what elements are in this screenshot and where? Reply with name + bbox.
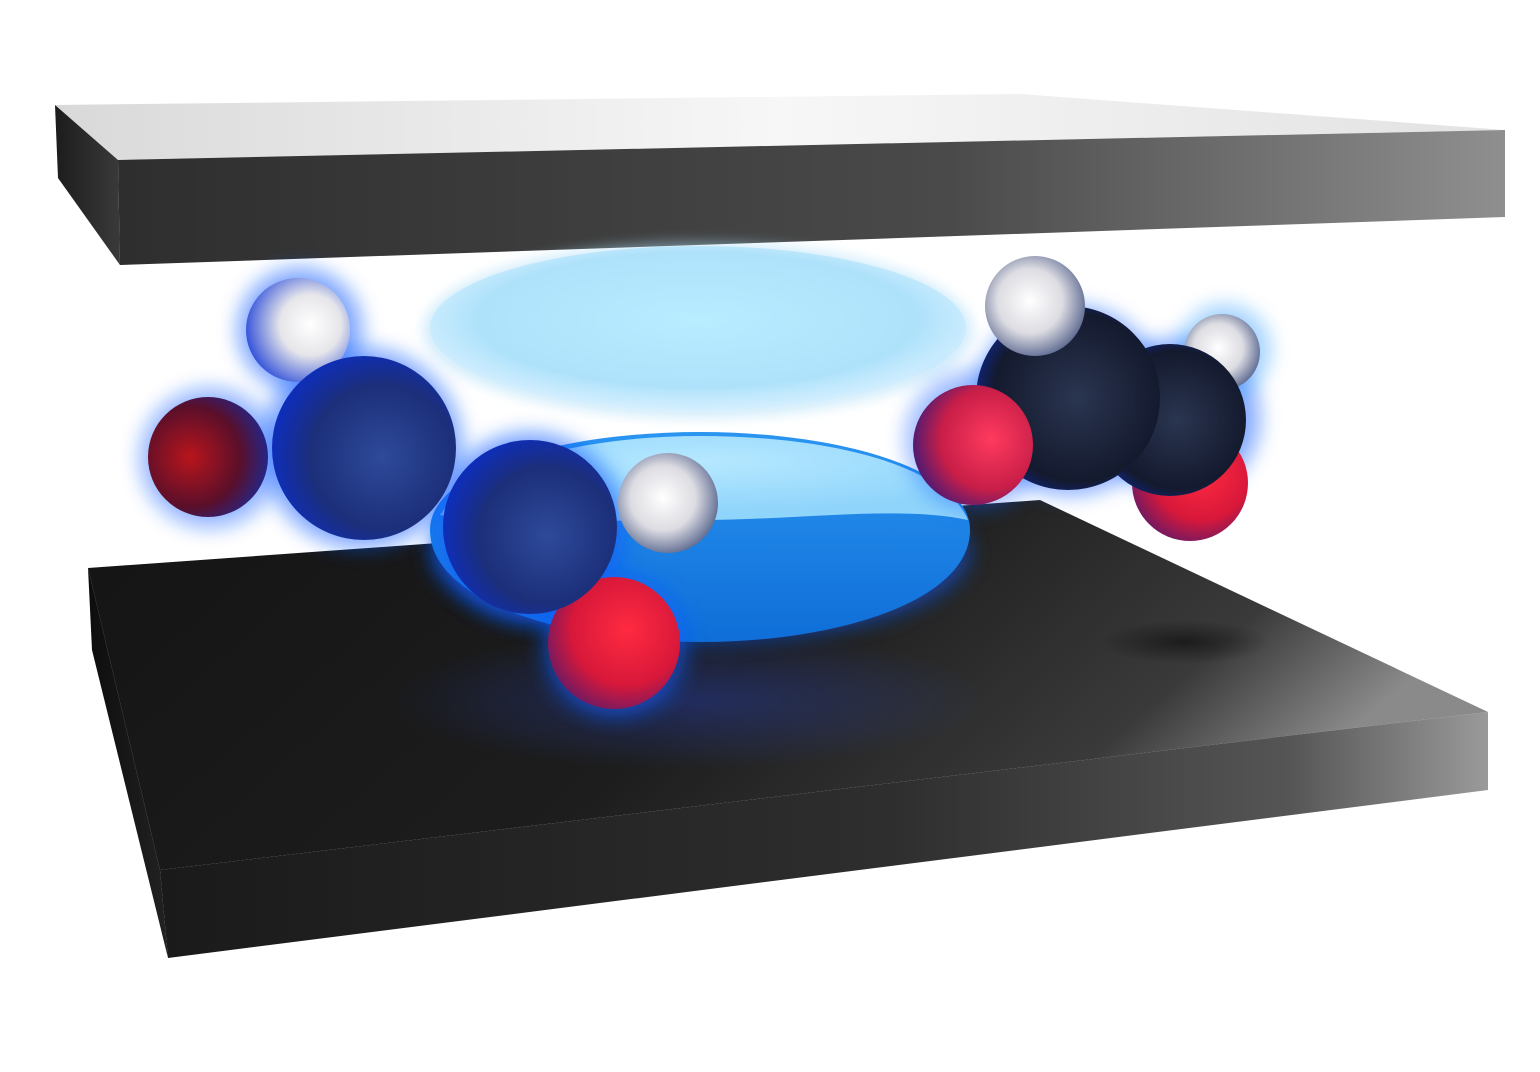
carbon-atom (443, 440, 617, 614)
hydrogen-atom (618, 453, 718, 553)
oxygen-atom (548, 577, 680, 709)
top-mirror-plate (55, 94, 1505, 265)
oxygen-atom (148, 397, 268, 517)
left-molecule (140, 268, 718, 717)
oxygen-atom (913, 385, 1033, 505)
hydrogen-atom (985, 256, 1085, 356)
carbon-atom (272, 356, 456, 540)
hydrogen-atom (246, 278, 350, 382)
right-molecule (905, 256, 1270, 541)
bottom-mirror-plate (88, 500, 1488, 958)
upper-field-lobe (430, 246, 966, 410)
